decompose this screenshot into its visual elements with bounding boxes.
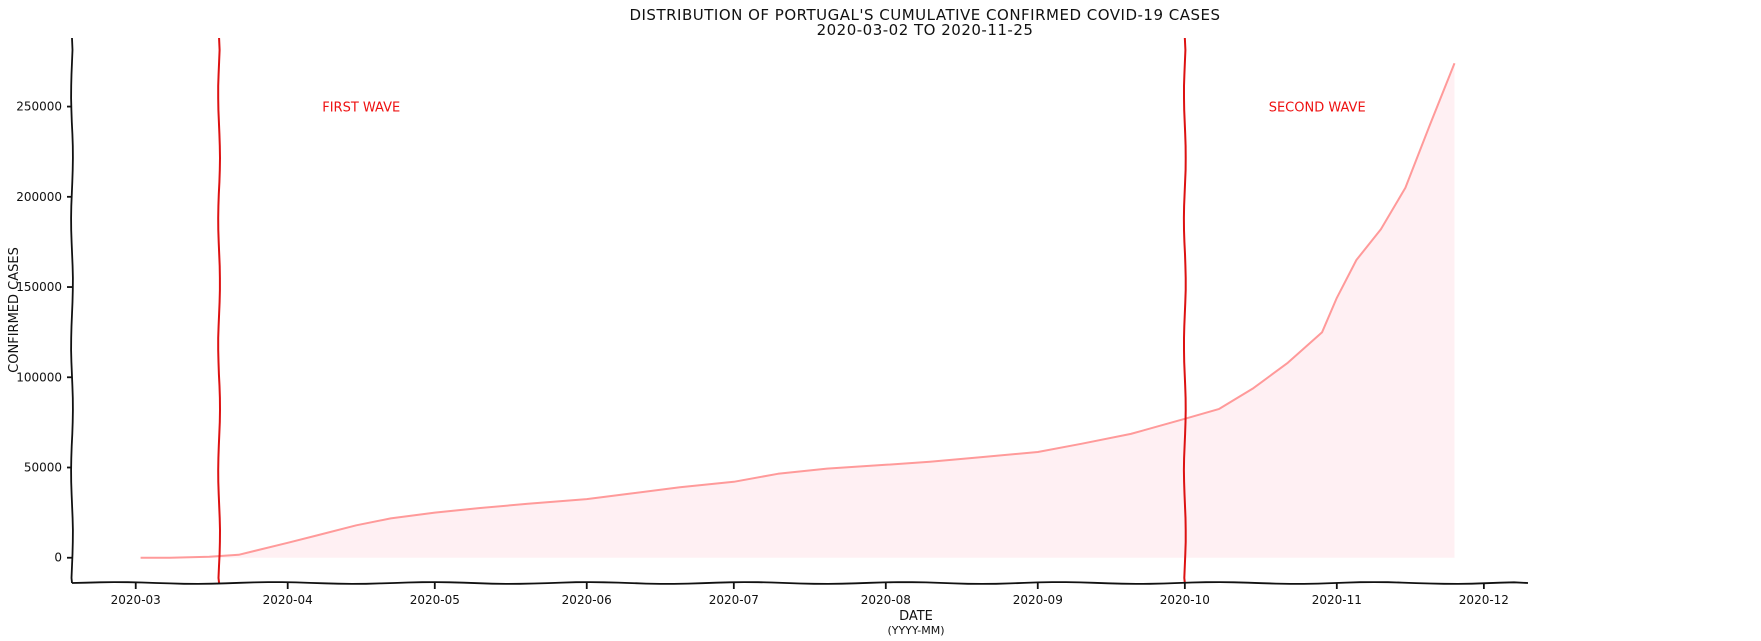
y-tick-label: 0 [54, 551, 62, 565]
y-axis-label: CONFIRMED CASES [7, 247, 22, 373]
plot-area: FIRST WAVE SECOND WAVE [140, 37, 1456, 584]
y-tick-label: 50000 [24, 461, 62, 475]
x-tick-label: 2020-12 [1459, 593, 1509, 607]
x-tick-label: 2020-06 [562, 593, 612, 607]
chart-title: DISTRIBUTION OF PORTUGAL'S CUMULATIVE CO… [629, 6, 1220, 24]
series-line [140, 62, 1456, 559]
wave-marker-line [217, 37, 222, 584]
y-axis-line [70, 37, 74, 584]
y-tick-label: 250000 [16, 100, 62, 114]
y-ticks: 0 50000 100000 150000 200000 250000 [16, 100, 72, 565]
wave-lines [217, 37, 1187, 584]
y-tick-label: 200000 [16, 190, 62, 204]
x-ticks: 2020-03 2020-04 2020-05 2020-06 2020-07 2020-… [111, 583, 1509, 607]
wave-label: SECOND WAVE [1269, 101, 1366, 116]
wave-labels: FIRST WAVE SECOND WAVE [322, 101, 1365, 116]
x-axis-label: DATE [899, 609, 933, 624]
wave-marker-line [1182, 37, 1187, 584]
x-tick-label: 2020-08 [861, 593, 911, 607]
x-tick-label: 2020-10 [1160, 593, 1210, 607]
x-axis-sublabel: (YYYY-MM) [887, 624, 944, 637]
x-tick-label: 2020-09 [1013, 593, 1063, 607]
x-tick-label: 2020-11 [1312, 593, 1362, 607]
x-axis-line [71, 581, 1529, 585]
area-fill [140, 63, 1455, 558]
x-tick-label: 2020-03 [111, 593, 161, 607]
x-tick-label: 2020-04 [263, 593, 313, 607]
y-tick-label: 100000 [16, 370, 62, 384]
x-tick-label: 2020-05 [410, 593, 460, 607]
wave-label: FIRST WAVE [322, 101, 400, 116]
chart-subtitle: 2020-03-02 TO 2020-11-25 [817, 21, 1034, 39]
x-tick-label: 2020-07 [709, 593, 759, 607]
y-tick-label: 150000 [16, 280, 62, 294]
